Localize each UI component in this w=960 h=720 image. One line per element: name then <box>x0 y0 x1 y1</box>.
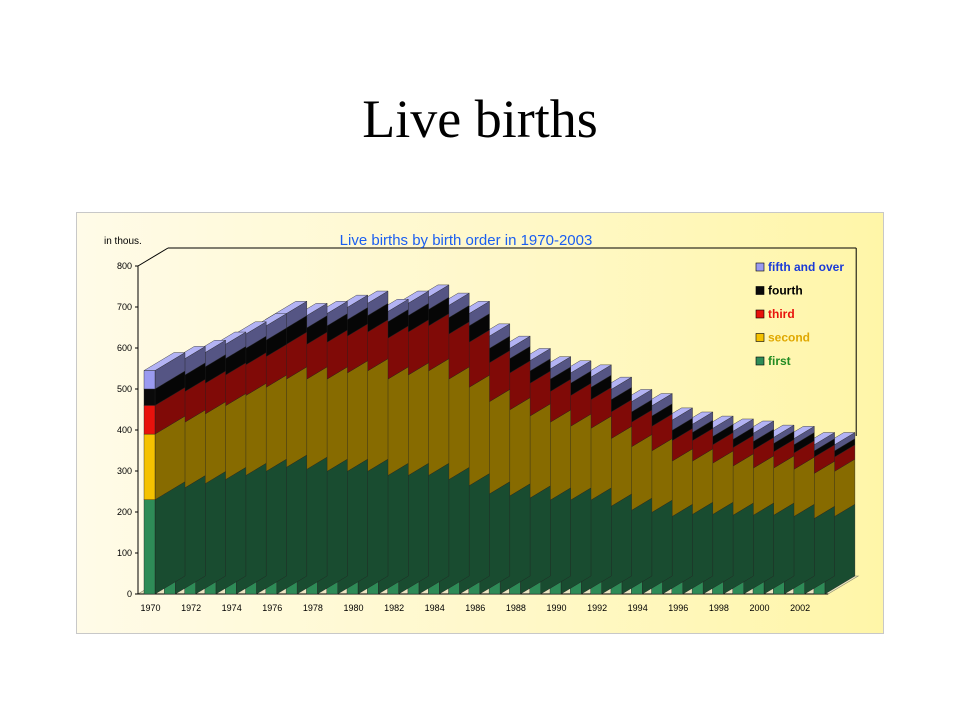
legend-label: second <box>768 331 810 345</box>
x-tick-label: 1988 <box>506 603 526 613</box>
x-tick-label: 1996 <box>668 603 688 613</box>
y-unit-label: in thous. <box>104 236 142 247</box>
legend-label: first <box>768 354 791 368</box>
y-tick-label: 600 <box>117 343 132 353</box>
x-tick-label: 1982 <box>384 603 404 613</box>
x-tick-label: 2002 <box>790 603 810 613</box>
legend-swatch <box>755 262 765 272</box>
legend-item-fifth-and-over: fifth and over <box>755 260 844 274</box>
legend: fifth and over fourth third second first <box>755 260 844 368</box>
x-tick-label: 1986 <box>465 603 485 613</box>
y-tick-label: 100 <box>117 548 132 558</box>
y-tick-label: 500 <box>117 384 132 394</box>
x-tick-label: 1970 <box>140 603 160 613</box>
bar-stack-1970 <box>143 352 186 595</box>
legend-item-second: second <box>755 331 810 345</box>
x-tick-label: 1974 <box>222 603 242 613</box>
bar-first-1970 <box>143 499 156 595</box>
x-tick-label: 1992 <box>587 603 607 613</box>
legend-swatch <box>755 286 765 295</box>
x-tick-label: 1978 <box>303 603 323 613</box>
legend-swatch <box>755 333 765 342</box>
y-tick-label: 800 <box>117 261 132 271</box>
bar-third-1970 <box>143 405 156 435</box>
legend-label: fourth <box>768 284 803 298</box>
x-tick-label: 1984 <box>425 603 445 613</box>
legend-item-third: third <box>755 307 795 321</box>
x-tick-label: 1972 <box>181 603 201 613</box>
y-tick-label: 200 <box>117 507 132 517</box>
legend-item-fourth: fourth <box>755 284 803 298</box>
y-tick-label: 300 <box>117 466 132 476</box>
legend-swatch <box>755 356 765 366</box>
x-tick-label: 1976 <box>262 603 282 613</box>
bars <box>143 284 856 595</box>
y-tick-label: 700 <box>117 302 132 312</box>
x-tick-label: 1998 <box>709 603 729 613</box>
legend-swatch <box>755 309 765 319</box>
bar-second-1970 <box>143 433 156 500</box>
x-tick-label: 2000 <box>749 603 769 613</box>
bar-fourth-1970 <box>143 388 156 406</box>
bar-fifth-and-over-1970 <box>143 370 156 390</box>
legend-item-first: first <box>755 354 791 368</box>
y-axis: 0 100 200 300 400 500 600 700 800 <box>117 261 138 599</box>
depth-line-top <box>137 247 169 267</box>
x-axis: 1970 1972 1974 1976 1978 1980 1982 1984 1986 1988… <box>140 603 810 613</box>
bar-side <box>154 481 186 595</box>
x-tick-label: 1990 <box>546 603 566 613</box>
slide-title: Live births <box>362 89 598 149</box>
legend-label: fifth and over <box>768 260 844 274</box>
x-tick-label: 1980 <box>343 603 363 613</box>
x-tick-label: 1994 <box>628 603 648 613</box>
legend-label: third <box>768 307 795 321</box>
y-tick-label: 0 <box>127 589 132 599</box>
y-tick-label: 400 <box>117 425 132 435</box>
chart-title: Live births by birth order in 1970-2003 <box>340 232 593 249</box>
